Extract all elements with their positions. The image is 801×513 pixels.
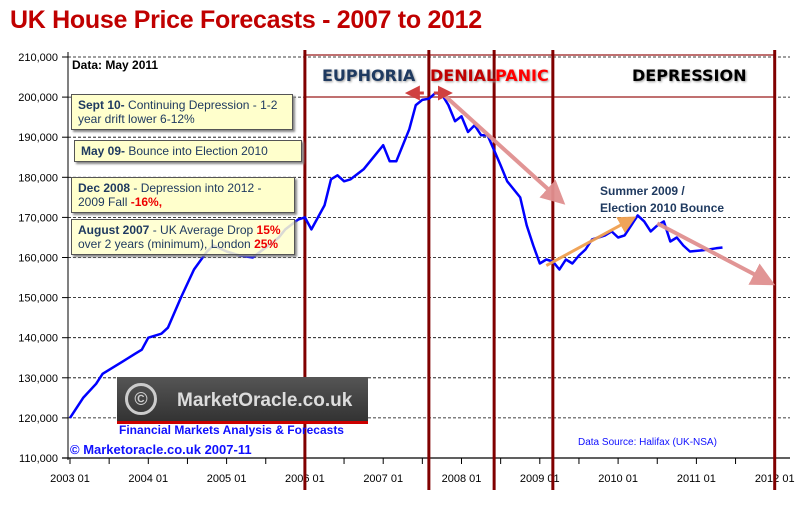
x-tick-label: 2007 01 bbox=[363, 473, 403, 485]
copyright-icon: © bbox=[125, 383, 157, 415]
data-date-note: Data: May 2011 bbox=[72, 58, 159, 72]
trend-arrow bbox=[656, 221, 776, 286]
y-tick-label: 200,000 bbox=[18, 92, 58, 104]
y-tick-label: 150,000 bbox=[18, 293, 58, 305]
y-tick-label: 140,000 bbox=[18, 333, 58, 345]
x-tick-label: 2010 01 bbox=[598, 473, 638, 485]
note-august-2007: August 2007 - UK Average Drop 15% over 2… bbox=[71, 219, 295, 255]
note-dec-2008: Dec 2008 - Depression into 2012 - 2009 F… bbox=[71, 177, 295, 213]
phase-depression: DEPRESSION bbox=[632, 66, 747, 85]
x-tick-label: 2009 01 bbox=[520, 473, 560, 485]
y-tick-label: 130,000 bbox=[18, 373, 58, 385]
chart-title: UK House Price Forecasts - 2007 to 2012 bbox=[10, 6, 482, 34]
trend-arrow bbox=[440, 91, 566, 205]
x-tick-label: 2004 01 bbox=[128, 473, 168, 485]
logo-tagline: Financial Markets Analysis & Forecasts bbox=[119, 423, 344, 437]
x-tick-label: 2011 01 bbox=[677, 473, 716, 485]
y-tick-label: 120,000 bbox=[18, 413, 58, 425]
phase-euphoria: EUPHORIA bbox=[322, 66, 416, 85]
x-tick-label: 2008 01 bbox=[442, 473, 482, 485]
note-sept-10: Sept 10- Continuing Depression - 1-2 yea… bbox=[71, 94, 293, 130]
y-tick-label: 110,000 bbox=[19, 453, 58, 465]
data-source: Data Source: Halifax (UK-NSA) bbox=[578, 437, 717, 448]
copyright-text: © Marketoracle.co.uk 2007-11 bbox=[70, 442, 252, 457]
note-may-09: May 09- Bounce into Election 2010 bbox=[74, 140, 302, 162]
y-tick-label: 180,000 bbox=[18, 172, 58, 184]
phase-denial: DENIAL bbox=[430, 66, 497, 85]
trend-arrow bbox=[545, 216, 637, 267]
y-tick-label: 210,000 bbox=[18, 52, 58, 64]
phase-panic: PANIC bbox=[495, 66, 549, 85]
x-tick-label: 2005 01 bbox=[207, 473, 247, 485]
bounce-annotation: Summer 2009 /Election 2010 Bounce bbox=[600, 184, 725, 215]
y-tick-label: 170,000 bbox=[18, 212, 58, 224]
marketoracle-logo: © MarketOracle.co.uk bbox=[117, 377, 368, 424]
y-tick-label: 190,000 bbox=[18, 132, 58, 144]
x-tick-label: 2003 01 bbox=[50, 473, 90, 485]
y-tick-label: 160,000 bbox=[18, 253, 58, 265]
